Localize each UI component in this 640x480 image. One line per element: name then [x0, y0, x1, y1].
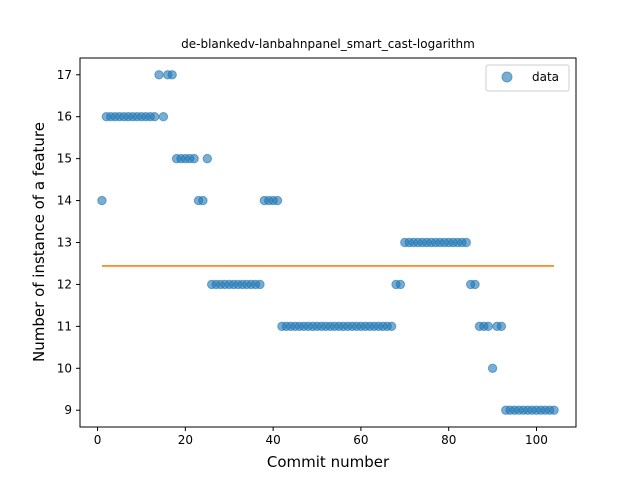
x-tick-label: 80	[441, 433, 456, 447]
data-point	[386, 321, 397, 332]
data-point	[496, 321, 507, 332]
data-point	[461, 237, 471, 248]
legend-box	[485, 64, 570, 92]
y-tick-label: 11	[57, 319, 72, 333]
data-point	[189, 153, 199, 164]
data-point	[549, 405, 559, 415]
chart-title: de-blankedv-lanbahnpanel_smart_cast-loga…	[181, 37, 475, 51]
data-point	[158, 112, 169, 122]
x-tick-label: 20	[178, 433, 193, 447]
y-tick-label: 12	[57, 277, 72, 291]
x-tick-label: 40	[265, 433, 280, 447]
y-axis-label: Number of instance of a feature	[30, 122, 48, 362]
data-point	[167, 70, 177, 80]
data-point	[154, 70, 164, 80]
y-tick-label: 9	[64, 403, 72, 417]
data-point	[470, 279, 480, 290]
y-tick-label: 15	[57, 152, 72, 166]
y-tick-label: 14	[57, 194, 72, 208]
legend-entry-data: data	[532, 70, 559, 84]
legend: data	[485, 64, 570, 92]
data-point	[97, 195, 107, 206]
legend-marker	[501, 71, 513, 83]
scatter-points	[97, 70, 559, 415]
y-tick-label: 13	[57, 236, 72, 250]
x-axis-ticks: 0 20 40 60 80 100	[94, 427, 548, 447]
data-point	[395, 279, 406, 290]
data-point	[272, 195, 283, 206]
y-tick-label: 16	[57, 110, 72, 124]
x-tick-label: 0	[94, 433, 102, 447]
data-point	[487, 363, 498, 373]
y-axis-ticks: 9 10 11 12 13 14 15 16 17	[57, 68, 80, 417]
data-point	[149, 112, 160, 122]
data-point	[483, 321, 493, 332]
data-point	[202, 153, 212, 164]
plot-frame	[79, 57, 577, 428]
x-tick-label: 60	[353, 433, 368, 447]
y-tick-label: 17	[57, 68, 72, 82]
x-tick-label: 100	[525, 433, 548, 447]
data-point	[255, 279, 265, 290]
data-point	[198, 195, 208, 206]
y-tick-label: 10	[57, 361, 72, 375]
x-axis-label: Commit number	[267, 453, 390, 471]
